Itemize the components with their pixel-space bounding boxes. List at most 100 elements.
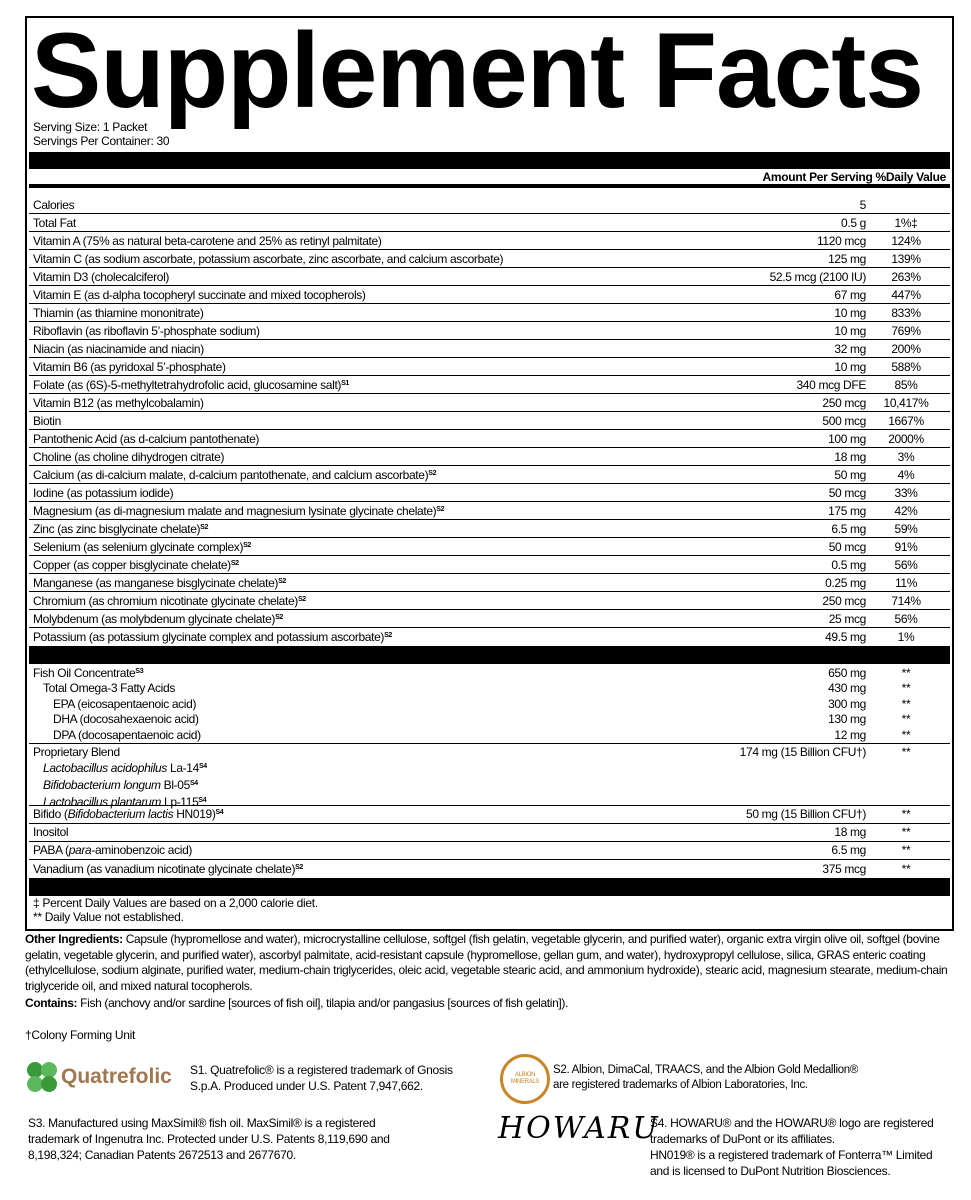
nutrient-amount: 50 mcg [828, 539, 867, 554]
nutrient-name: Niacin (as niacinamide and niacin) [33, 342, 536, 356]
nutrient-amount: 32 mg [834, 341, 866, 356]
nutrient-amount: 10 mg [834, 323, 866, 338]
nutrient-dv: 42% [894, 503, 918, 518]
footnote-ref: S2 [297, 595, 306, 603]
name-part: Vitamin A (75% as natural beta-carotene … [33, 233, 382, 248]
name-part: Vitamin B12 (as methylcobalamin) [33, 395, 204, 410]
nutrient-name: Fish Oil ConcentrateS3 [33, 666, 536, 680]
nutrient-dv: 10,417% [883, 395, 929, 410]
blend-name: Proprietary Blend [33, 744, 120, 759]
nutrient-name: Choline (as choline dihydrogen citrate) [33, 450, 536, 464]
nutrient-name: Molybdenum (as molybdenum glycinate chel… [33, 612, 536, 626]
nutrient-row: Choline (as choline dihydrogen citrate) 1… [29, 448, 950, 466]
nutrient-dv: ** [901, 861, 911, 876]
column-header: Amount Per Serving %Daily Value [29, 169, 950, 188]
nutrient-row: Manganese (as manganese bisglycinate che… [29, 574, 950, 592]
nutrient-amount: 5 [859, 197, 867, 212]
name-part: -aminobenzoic acid) [91, 843, 193, 857]
nutrient-name: Pantothenic Acid (as d-calcium pantothen… [33, 432, 536, 446]
name-part: Magnesium (as di-magnesium malate and ma… [33, 503, 437, 518]
name-part: Pantothenic Acid (as d-calcium pantothen… [33, 431, 260, 446]
nutrient-amount: 125 mg [828, 251, 866, 266]
nutrient-amount: 49.5 mg [825, 630, 866, 644]
dv-header: %Daily Value [875, 169, 947, 184]
nutrient-row: Bifido (Bifidobacterium lactis HN019)S4 5… [29, 806, 950, 824]
nutrient-amount: 430 mg [828, 681, 866, 696]
nutrient-name: Vitamin E (as d-alpha tocopheryl succina… [33, 288, 536, 302]
serving-size: Serving Size: 1 Packet [33, 120, 148, 134]
nutrient-row: PABA (para-aminobenzoic acid) 6.5 mg ** [29, 842, 950, 860]
name-part: Riboflavin (as riboflavin 5’-phosphate s… [33, 323, 260, 338]
quatrefolic-logo: Quatrefolic [25, 1060, 172, 1094]
name-part: Niacin (as niacinamide and niacin) [33, 341, 204, 356]
nutrient-dv: 91% [894, 539, 918, 554]
nutrient-row: DHA (docosahexaenoic acid) 130 mg ** [29, 712, 950, 728]
name-part: Selenium (as selenium glycinate complex) [33, 539, 244, 554]
proprietary-blend: Proprietary Blend 174 mg (15 Billion CFU… [29, 744, 950, 809]
footnote-s4: S4. HOWARU® and the HOWARU® logo are reg… [650, 1115, 934, 1179]
name-part: Iodine (as potassium iodide) [33, 485, 174, 500]
nutrient-name: Inositol [33, 825, 536, 839]
quatrefolic-wordmark: Quatrefolic [61, 1065, 172, 1088]
nutrient-dv: 200% [891, 341, 921, 356]
nutrient-dv: 1%‡ [894, 215, 918, 230]
nutrient-row: Calcium (as di-calcium malate, d-calcium… [29, 466, 950, 484]
divider-bar [29, 152, 950, 169]
nutrient-dv: 714% [891, 593, 921, 608]
nutrient-amount: 130 mg [828, 712, 866, 727]
nutrient-name: Magnesium (as di-magnesium malate and ma… [33, 504, 536, 518]
nutrient-amount: 6.5 mg [831, 843, 866, 857]
name-part: Lp-115 [161, 794, 199, 809]
footnote-ref: S2 [436, 505, 445, 513]
nutrient-name: Vanadium (as vanadium nicotinate glycina… [33, 862, 536, 876]
footnote-ref: S2 [428, 469, 437, 477]
name-part: Bl-05 [160, 777, 191, 792]
blend-item: Lactobacillus acidophilus La-14S4 [33, 759, 207, 776]
footnote-ref: S2 [230, 559, 239, 567]
nutrient-row: Vitamin A (75% as natural beta-carotene … [29, 232, 950, 250]
nutrient-row: Magnesium (as di-magnesium malate and ma… [29, 502, 950, 520]
nutrient-name: Folate (as (6S)-5-methyltetrahydrofolic … [33, 378, 536, 392]
nutrient-row: Vitamin B6 (as pyridoxal 5’-phosphate) 10… [29, 358, 950, 376]
nutrient-row: Thiamin (as thiamine mononitrate) 10 mg 83… [29, 304, 950, 322]
nutrient-amount: 50 mg [834, 467, 866, 482]
nutrient-amount: 175 mg [828, 503, 866, 518]
nutrient-dv: 447% [891, 287, 921, 302]
s1-line: S.p.A. Produced under U.S. Patent 7,947,… [190, 1079, 423, 1093]
name-part: Lactobacillus acidophilus [43, 760, 168, 775]
name-part: DHA (docosahexaenoic acid) [53, 712, 199, 727]
name-part: Bifidobacterium longum [43, 777, 161, 792]
s2-line: are registered trademarks of Albion Labo… [553, 1079, 808, 1091]
name-part: Potassium (as potassium glycinate comple… [33, 630, 385, 644]
nutrient-name: Riboflavin (as riboflavin 5’-phosphate s… [33, 324, 536, 338]
name-part: Total Fat [33, 215, 76, 230]
name-part: Vitamin E (as d-alpha tocopheryl succina… [33, 287, 366, 302]
s3-line: 8,198,324; Canadian Patents 2672513 and … [28, 1148, 296, 1162]
nutrient-name: Vitamin B6 (as pyridoxal 5’-phosphate) [33, 360, 536, 374]
clover-icon [27, 1062, 57, 1092]
nutrient-name: Calories [33, 198, 536, 212]
nutrient-dv: ** [901, 665, 911, 680]
s4-line: trademarks of DuPont or its affiliates. [650, 1132, 835, 1146]
nutrient-name: Potassium (as potassium glycinate comple… [33, 630, 536, 644]
name-part: Choline (as choline dihydrogen citrate) [33, 449, 225, 464]
footnote-s1: S1. Quatrefolic® is a registered tradema… [190, 1062, 453, 1094]
s3-line: S3. Manufactured using MaxSimil® fish oi… [28, 1116, 376, 1130]
nutrient-amount: 0.25 mg [825, 575, 866, 590]
footnote-not-established: ** Daily Value not established. [33, 909, 184, 924]
nutrient-dv: 59% [894, 521, 918, 536]
nutrient-name: Calcium (as di-calcium malate, d-calcium… [33, 468, 536, 482]
name-part: para [68, 843, 92, 857]
blend-amount: 174 mg (15 Billion CFU†) [739, 744, 867, 759]
nutrient-row: EPA (eicosapentaenoic acid) 300 mg ** [29, 696, 950, 712]
nutrient-amount: 18 mg [834, 449, 866, 464]
nutrient-dv: 139% [891, 251, 921, 266]
name-part: Fish Oil Concentrate [33, 665, 136, 680]
s2-line: S2. Albion, DimaCal, TRAACS, and the Alb… [553, 1064, 859, 1076]
nutrient-name: Bifido (Bifidobacterium lactis HN019)S4 [33, 807, 536, 821]
name-part: Biotin [33, 413, 61, 428]
nutrient-dv: 769% [891, 323, 921, 338]
nutrient-name: Thiamin (as thiamine mononitrate) [33, 306, 536, 320]
name-part: Thiamin (as thiamine mononitrate) [33, 305, 204, 320]
nutrient-amount: 375 mcg [822, 861, 866, 876]
